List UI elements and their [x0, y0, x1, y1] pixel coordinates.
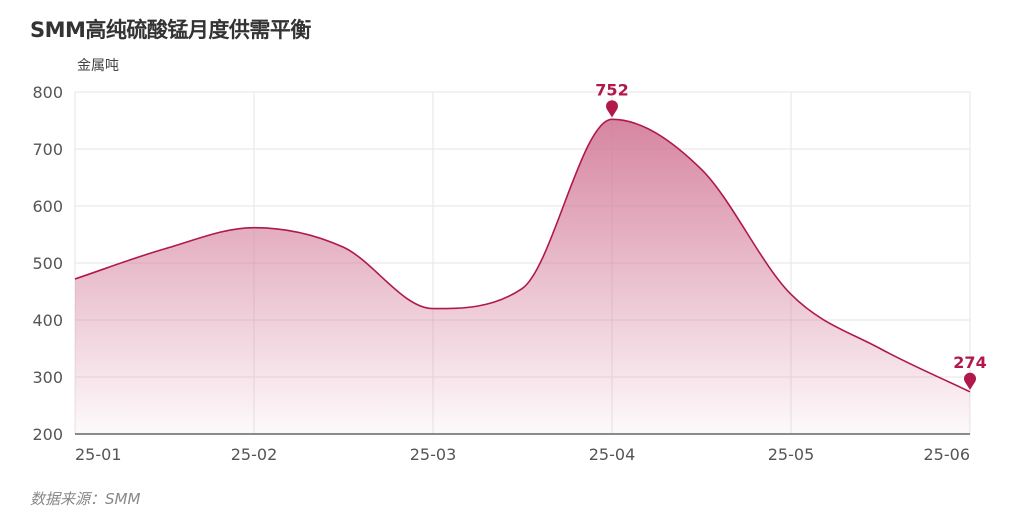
y-tick-label: 600 — [32, 197, 63, 216]
data-point-marker — [964, 372, 976, 390]
x-tick-label: 25-02 — [231, 445, 278, 464]
series-line — [74, 118, 971, 393]
y-tick-label: 200 — [32, 425, 63, 444]
y-tick-label: 500 — [32, 254, 63, 273]
pin-marker-shape — [606, 100, 618, 118]
x-tick-label: 25-03 — [410, 445, 457, 464]
y-tick-label: 700 — [32, 140, 63, 159]
x-tick-label: 25-06 — [924, 445, 971, 464]
y-tick-label: 300 — [32, 368, 63, 387]
area-layer — [74, 118, 971, 435]
x-tick-label: 25-05 — [768, 445, 815, 464]
data-point-marker — [606, 100, 618, 118]
labels: 200 300 400 500 600 700 800 金属吨 25-01 25-02 25-03 2… — [32, 58, 986, 464]
x-tick-label: 25-04 — [589, 445, 636, 464]
data-value-label: 274 — [953, 353, 986, 372]
y-axis-unit-label: 金属吨 — [77, 58, 119, 74]
area-fill — [75, 119, 970, 435]
source-note: 数据来源：SMM — [30, 490, 141, 508]
x-tick-label: 25-01 — [75, 445, 122, 464]
pin-marker-shape — [964, 372, 976, 390]
y-tick-label: 400 — [32, 311, 63, 330]
chart-title: SMM高纯硫酸锰月度供需平衡 — [30, 18, 311, 42]
data-value-label: 752 — [595, 80, 628, 99]
y-tick-label: 800 — [32, 83, 63, 102]
